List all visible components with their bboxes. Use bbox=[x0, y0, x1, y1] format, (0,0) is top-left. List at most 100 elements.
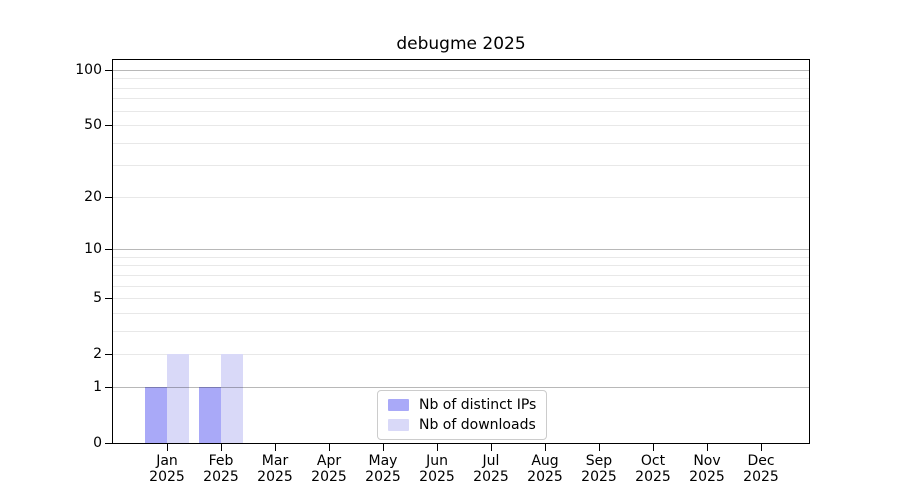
legend-item: Nb of downloads bbox=[388, 417, 536, 433]
x-tick-label: Nov 2025 bbox=[677, 453, 737, 485]
gridline-minor bbox=[113, 125, 809, 126]
gridline-minor bbox=[113, 98, 809, 99]
major-gridlines-layer bbox=[113, 60, 809, 443]
y-tick bbox=[105, 249, 112, 250]
x-tick-label: May 2025 bbox=[353, 453, 413, 485]
x-tick-year: 2025 bbox=[473, 469, 509, 485]
x-tick-label: Sep 2025 bbox=[569, 453, 629, 485]
x-tick-year: 2025 bbox=[149, 469, 185, 485]
y-tick bbox=[105, 70, 112, 71]
legend-swatch-icon bbox=[388, 399, 409, 411]
gridline-minor bbox=[113, 298, 809, 299]
x-tick-label: Jan 2025 bbox=[137, 453, 197, 485]
y-tick-label: 50 bbox=[84, 117, 102, 133]
x-tick-year: 2025 bbox=[635, 469, 671, 485]
x-tick-year: 2025 bbox=[365, 469, 401, 485]
y-tick-label: 10 bbox=[84, 241, 102, 257]
x-tick-month: Jun bbox=[426, 453, 448, 469]
y-tick bbox=[105, 354, 112, 355]
gridline-minor bbox=[113, 265, 809, 266]
gridline-minor bbox=[113, 197, 809, 198]
x-tick-year: 2025 bbox=[311, 469, 347, 485]
x-tick bbox=[491, 444, 492, 451]
x-tick-year: 2025 bbox=[419, 469, 455, 485]
minor-gridlines-layer bbox=[113, 60, 809, 443]
x-tick bbox=[599, 444, 600, 451]
x-tick-label: Jun 2025 bbox=[407, 453, 467, 485]
legend-label: Nb of downloads bbox=[419, 417, 536, 433]
x-tick-month: Feb bbox=[208, 453, 234, 469]
bar bbox=[199, 387, 221, 443]
gridline-minor bbox=[113, 275, 809, 276]
bar bbox=[167, 354, 189, 443]
gridline-minor bbox=[113, 331, 809, 332]
gridline-minor bbox=[113, 88, 809, 89]
gridline-major bbox=[113, 70, 809, 71]
y-tick bbox=[105, 443, 112, 444]
x-tick-year: 2025 bbox=[527, 469, 563, 485]
x-tick-month: Nov bbox=[693, 453, 721, 469]
gridline-minor bbox=[113, 78, 809, 79]
x-tick-month: Apr bbox=[316, 453, 342, 469]
x-tick-month: Mar bbox=[261, 453, 289, 469]
x-tick bbox=[437, 444, 438, 451]
x-tick-label: Aug 2025 bbox=[515, 453, 575, 485]
x-tick-year: 2025 bbox=[689, 469, 725, 485]
y-tick-label: 1 bbox=[93, 379, 102, 395]
gridline-major bbox=[113, 249, 809, 250]
x-tick-label: Apr 2025 bbox=[299, 453, 359, 485]
x-tick-year: 2025 bbox=[257, 469, 293, 485]
y-tick bbox=[105, 125, 112, 126]
gridline-minor bbox=[113, 313, 809, 314]
bars-layer bbox=[113, 60, 809, 443]
x-tick bbox=[167, 444, 168, 451]
bar bbox=[145, 387, 167, 443]
x-tick-month: Sep bbox=[585, 453, 613, 469]
x-tick bbox=[275, 444, 276, 451]
x-tick bbox=[545, 444, 546, 451]
x-tick-year: 2025 bbox=[203, 469, 239, 485]
legend-label: Nb of distinct IPs bbox=[419, 397, 537, 413]
x-tick-label: Mar 2025 bbox=[245, 453, 305, 485]
x-tick-month: Oct bbox=[640, 453, 666, 469]
y-tick bbox=[105, 298, 112, 299]
x-tick-year: 2025 bbox=[743, 469, 779, 485]
plot-area: Nb of distinct IPs Nb of downloads bbox=[112, 59, 810, 444]
x-tick-label: Oct 2025 bbox=[623, 453, 683, 485]
y-tick bbox=[105, 387, 112, 388]
gridline-minor bbox=[113, 143, 809, 144]
gridline-major bbox=[113, 387, 809, 388]
y-tick bbox=[105, 197, 112, 198]
gridline-minor bbox=[113, 111, 809, 112]
y-tick-label: 5 bbox=[93, 290, 102, 306]
x-tick bbox=[383, 444, 384, 451]
x-tick-label: Jul 2025 bbox=[461, 453, 521, 485]
y-tick-label: 20 bbox=[84, 189, 102, 205]
chart-title: debugme 2025 bbox=[396, 34, 526, 54]
x-tick-year: 2025 bbox=[581, 469, 617, 485]
x-tick-label: Feb 2025 bbox=[191, 453, 251, 485]
x-tick bbox=[221, 444, 222, 451]
legend: Nb of distinct IPs Nb of downloads bbox=[377, 390, 548, 440]
x-tick-label: Dec 2025 bbox=[731, 453, 791, 485]
x-tick bbox=[761, 444, 762, 451]
x-tick-month: Dec bbox=[747, 453, 775, 469]
x-tick bbox=[707, 444, 708, 451]
x-tick bbox=[329, 444, 330, 451]
x-tick-month: May bbox=[368, 453, 398, 469]
gridline-minor bbox=[113, 286, 809, 287]
gridline-minor bbox=[113, 257, 809, 258]
gridline-minor bbox=[113, 165, 809, 166]
x-tick bbox=[653, 444, 654, 451]
gridline-minor bbox=[113, 354, 809, 355]
y-tick-label: 0 bbox=[93, 435, 102, 451]
bar bbox=[221, 354, 243, 443]
x-tick-month: Aug bbox=[531, 453, 559, 469]
x-tick-month: Jan bbox=[156, 453, 178, 469]
y-tick-label: 100 bbox=[75, 62, 102, 78]
legend-swatch-icon bbox=[388, 419, 409, 431]
x-tick-month: Jul bbox=[482, 453, 500, 469]
legend-item: Nb of distinct IPs bbox=[388, 397, 536, 413]
y-tick-label: 2 bbox=[93, 346, 102, 362]
